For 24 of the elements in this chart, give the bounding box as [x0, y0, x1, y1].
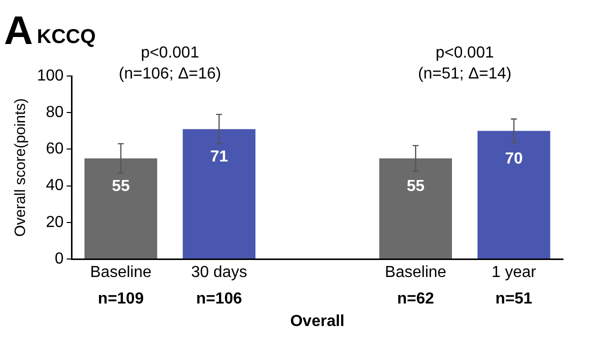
chart-title: A [4, 9, 33, 53]
text: n=62 [397, 290, 434, 308]
x-tick-label: 30 days [191, 264, 248, 282]
data-label: 55 [406, 178, 425, 195]
annotation: p<0.001 (n=51; Δ=14) [418, 44, 512, 82]
y-tick-label: 60 [46, 140, 64, 158]
y-tick-label: 100 [36, 67, 64, 84]
chart-subtitle: KCCQ [36, 26, 96, 48]
data-label: 70 [504, 150, 523, 168]
y-tick-label: 20 [46, 214, 64, 231]
x-tick-label: Baseline [90, 264, 152, 282]
x-tick-label: Baseline [384, 264, 446, 282]
y-axis-title: Overall score(points) [12, 98, 30, 237]
text: n=106 [196, 290, 242, 308]
text: n=109 [98, 290, 144, 308]
x-axis-title: Overall [290, 312, 344, 330]
annotation: p<0.001 (n=106; Δ=16) [118, 44, 222, 82]
data-label: 55 [112, 178, 130, 195]
x-tick-label: 1 year [492, 264, 537, 282]
y-tick-label: 0 [54, 250, 64, 268]
y-tick-label: 40 [46, 177, 64, 194]
y-tick-label: 80 [46, 104, 64, 122]
text: n=51 [495, 290, 532, 308]
data-label: 71 [210, 148, 228, 166]
